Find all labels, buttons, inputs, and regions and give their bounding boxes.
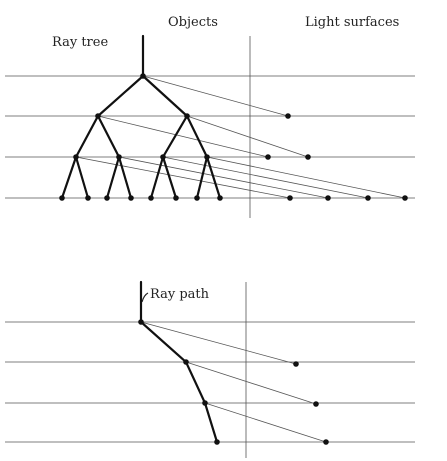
tree-leaf-node [128, 195, 134, 201]
ray-tree-label: Ray tree [52, 35, 108, 50]
tree-leaf-node [194, 195, 200, 201]
tree-leaf-node [217, 195, 223, 201]
shadow-ray [162, 156, 369, 199]
tree-leaf-node [104, 195, 110, 201]
tree-branch [205, 155, 222, 200]
light-point [313, 401, 319, 407]
light-point [285, 113, 291, 119]
shadow-ray [206, 156, 406, 199]
tree-leaf-node [148, 195, 154, 201]
light-point [305, 154, 311, 160]
tree-leaf-node [59, 195, 65, 201]
light-point [323, 439, 329, 445]
light-point [293, 361, 299, 367]
tree-branch [161, 155, 178, 200]
ray-path-panel: Ray path [5, 280, 415, 458]
light-point [287, 195, 293, 201]
shadow-ray [204, 402, 327, 443]
light-point [402, 195, 408, 201]
objects-heading: Objects [168, 15, 218, 30]
shadow-ray [75, 156, 291, 199]
ray-path-label: Ray path [150, 287, 210, 302]
tree-node [184, 113, 190, 119]
tree-branch [117, 155, 133, 200]
path-node [138, 319, 144, 325]
shadow-ray [140, 321, 297, 365]
tree-branch [105, 155, 121, 200]
tree-leaf-node [173, 195, 179, 201]
path-node [183, 359, 189, 365]
shadow-ray [97, 115, 269, 158]
ray-tree-panel [5, 34, 415, 218]
shadow-ray [186, 115, 309, 158]
tree-leaf-node [85, 195, 91, 201]
tree-branch [96, 74, 145, 118]
shadow-ray [142, 75, 289, 117]
tree-branch [74, 155, 90, 200]
tree-node [116, 154, 122, 160]
tree-node [204, 154, 210, 160]
path-node [202, 400, 208, 406]
ray-path-leader [141, 292, 149, 303]
tree-node [160, 154, 166, 160]
tree-branch [60, 155, 78, 200]
tree-branch [96, 114, 121, 159]
tree-node [73, 154, 79, 160]
tree-branch [149, 155, 165, 200]
tree-node [95, 113, 101, 119]
tree-branch [74, 114, 100, 159]
light-point [265, 154, 271, 160]
shadow-ray [185, 361, 317, 405]
tree-branch [195, 155, 209, 200]
path-node [214, 439, 220, 445]
shadow-ray [118, 156, 329, 199]
light-point [325, 195, 331, 201]
tree-branch [185, 114, 209, 159]
tree-branch [161, 114, 189, 159]
light-surfaces-heading: Light surfaces [305, 15, 399, 30]
light-point [365, 195, 371, 201]
tree-node [140, 73, 146, 79]
tree-branch [141, 74, 189, 118]
